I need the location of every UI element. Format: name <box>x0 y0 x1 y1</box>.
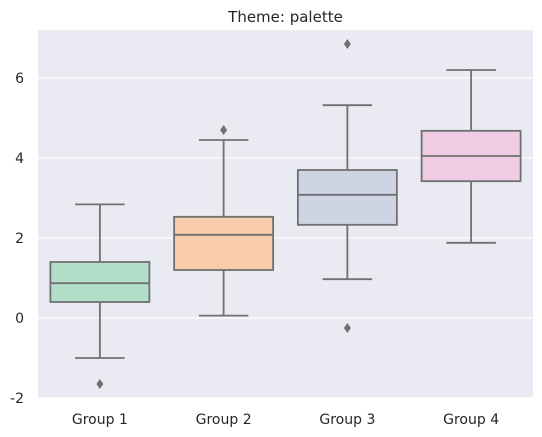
iqr-box <box>296 169 398 226</box>
outlier-point <box>343 39 351 49</box>
box-2 <box>173 125 275 317</box>
x-tick-labels: Group 1 Group 2 Group 3 Group 4 <box>72 412 499 428</box>
x-tick-label: Group 1 <box>72 412 128 428</box>
plot-background <box>38 30 533 398</box>
y-tick-label: 6 <box>15 71 24 87</box>
chart-title: Theme: palette <box>227 8 343 26</box>
iqr-box <box>173 215 275 271</box>
y-tick-label: -2 <box>10 391 24 407</box>
x-tick-label: Group 2 <box>196 412 252 428</box>
outlier-point <box>343 323 351 333</box>
y-tick-labels: -2 0 2 4 6 <box>10 71 24 407</box>
boxes-layer <box>49 39 522 389</box>
x-tick-label: Group 4 <box>443 412 499 428</box>
y-tick-label: 2 <box>15 231 24 247</box>
iqr-box <box>49 261 151 303</box>
box-1 <box>49 203 151 389</box>
outlier-point <box>96 379 104 389</box>
y-tick-label: 4 <box>15 151 24 167</box>
box-4 <box>420 69 522 244</box>
x-tick-label: Group 3 <box>319 412 375 428</box>
outlier-point <box>220 125 228 135</box>
y-tick-label: 0 <box>15 311 24 327</box>
box-3 <box>296 39 398 333</box>
